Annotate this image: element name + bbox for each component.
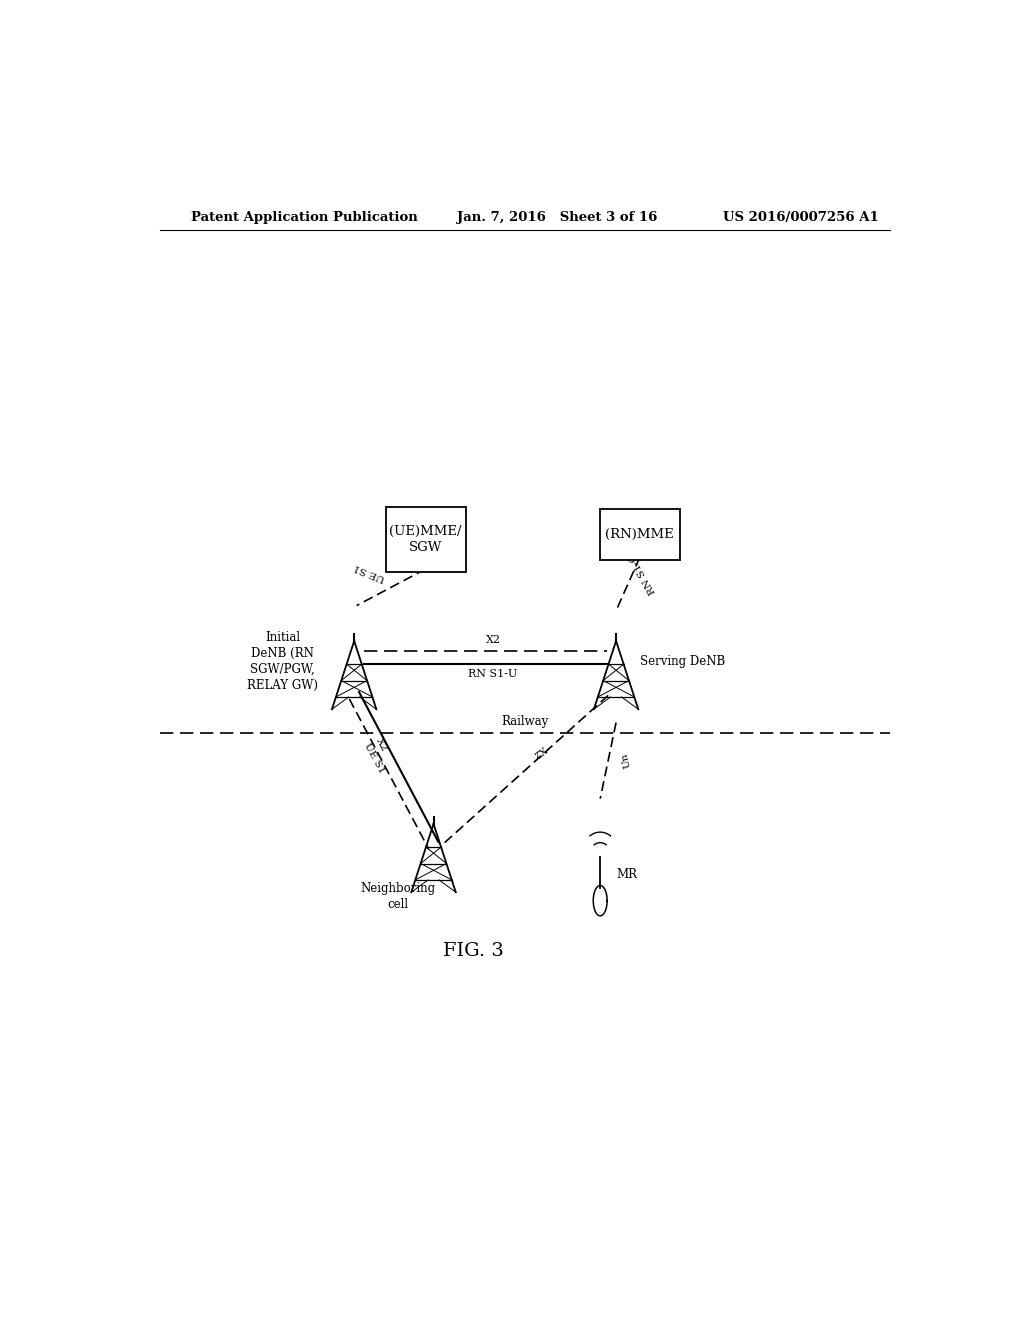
Text: X2: X2 xyxy=(375,737,389,754)
Text: Initial
DeNB (RN
SGW/PGW,
RELAY GW): Initial DeNB (RN SGW/PGW, RELAY GW) xyxy=(247,631,318,692)
Text: Neighboring
cell: Neighboring cell xyxy=(360,882,435,911)
Text: (UE)MME/
SGW: (UE)MME/ SGW xyxy=(389,525,462,554)
Text: Jan. 7, 2016   Sheet 3 of 16: Jan. 7, 2016 Sheet 3 of 16 xyxy=(458,211,657,224)
Text: MR: MR xyxy=(616,869,637,882)
Text: X2: X2 xyxy=(485,635,501,645)
Text: X2: X2 xyxy=(530,743,548,759)
Text: Serving DeNB: Serving DeNB xyxy=(640,655,725,668)
Text: US 2016/0007256 A1: US 2016/0007256 A1 xyxy=(723,211,879,224)
Text: UE S1: UE S1 xyxy=(353,562,387,582)
Text: FIG. 3: FIG. 3 xyxy=(442,942,504,960)
Text: RN S1-U: RN S1-U xyxy=(468,669,518,678)
FancyBboxPatch shape xyxy=(600,508,680,561)
Text: RN S1-C: RN S1-C xyxy=(627,552,657,595)
Text: Un: Un xyxy=(620,752,633,770)
Text: Railway: Railway xyxy=(501,714,549,727)
Text: Patent Application Publication: Patent Application Publication xyxy=(191,211,418,224)
Text: UE S1: UE S1 xyxy=(362,742,386,775)
FancyBboxPatch shape xyxy=(385,507,466,572)
Text: (RN)MME: (RN)MME xyxy=(605,528,674,541)
